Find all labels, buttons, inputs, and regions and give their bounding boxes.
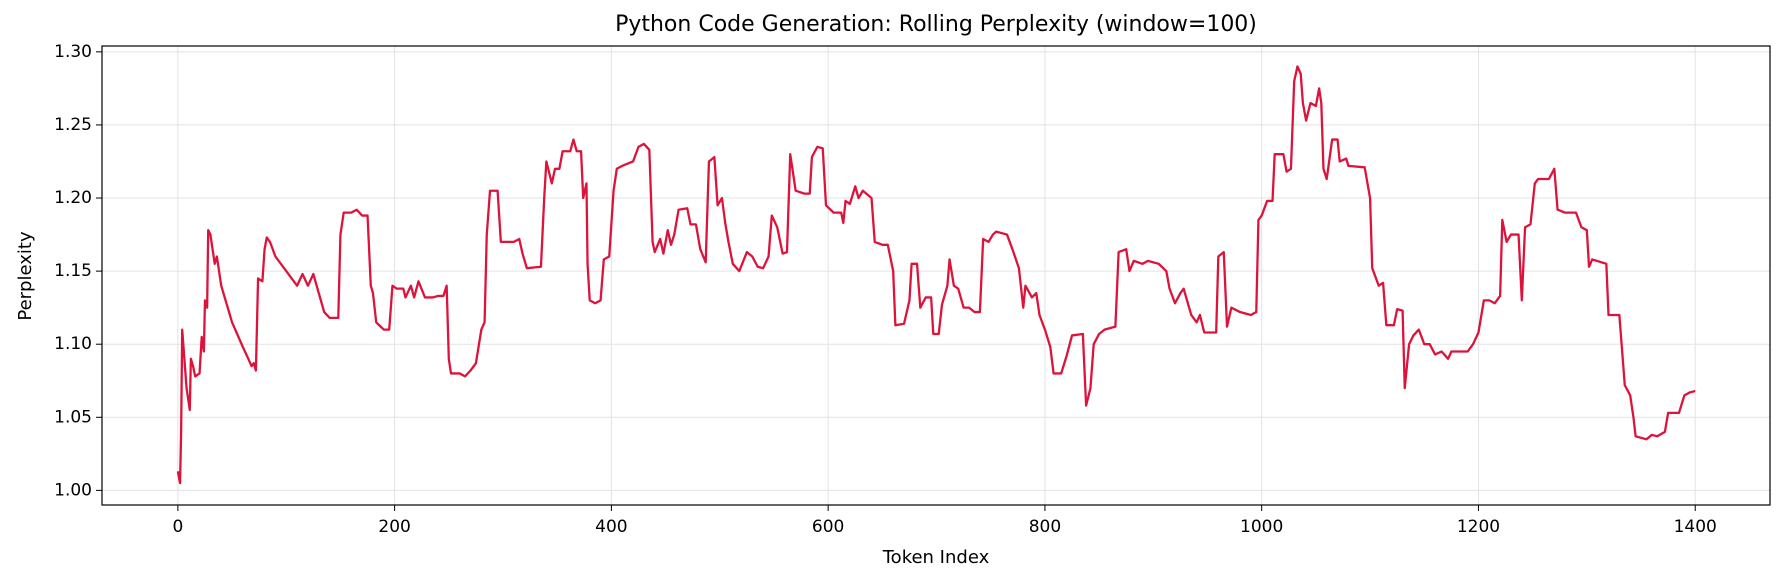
x-tick-label: 200 bbox=[378, 517, 410, 537]
y-axis-label: Perplexity bbox=[15, 231, 36, 321]
y-tick-label: 1.15 bbox=[54, 261, 92, 281]
x-tick-label: 0 bbox=[172, 517, 183, 537]
y-tick-label: 1.20 bbox=[54, 188, 92, 208]
x-tick-label: 800 bbox=[1029, 517, 1061, 537]
x-tick-label: 600 bbox=[812, 517, 844, 537]
y-tick-label: 1.10 bbox=[54, 334, 92, 354]
x-tick-label: 1200 bbox=[1457, 517, 1500, 537]
x-axis-label: Token Index bbox=[882, 547, 990, 568]
y-tick-label: 1.05 bbox=[54, 407, 92, 427]
y-tick-label: 1.30 bbox=[54, 42, 92, 62]
y-tick-label: 1.00 bbox=[54, 480, 92, 500]
y-tick-label: 1.25 bbox=[54, 115, 92, 135]
plot-frame bbox=[101, 45, 1771, 506]
x-tick-label: 1000 bbox=[1240, 517, 1283, 537]
data-line bbox=[176, 65, 1696, 485]
x-tick-label: 400 bbox=[595, 517, 627, 537]
chart-title: Python Code Generation: Rolling Perplexi… bbox=[615, 12, 1257, 37]
x-tick-label: 1400 bbox=[1674, 517, 1717, 537]
